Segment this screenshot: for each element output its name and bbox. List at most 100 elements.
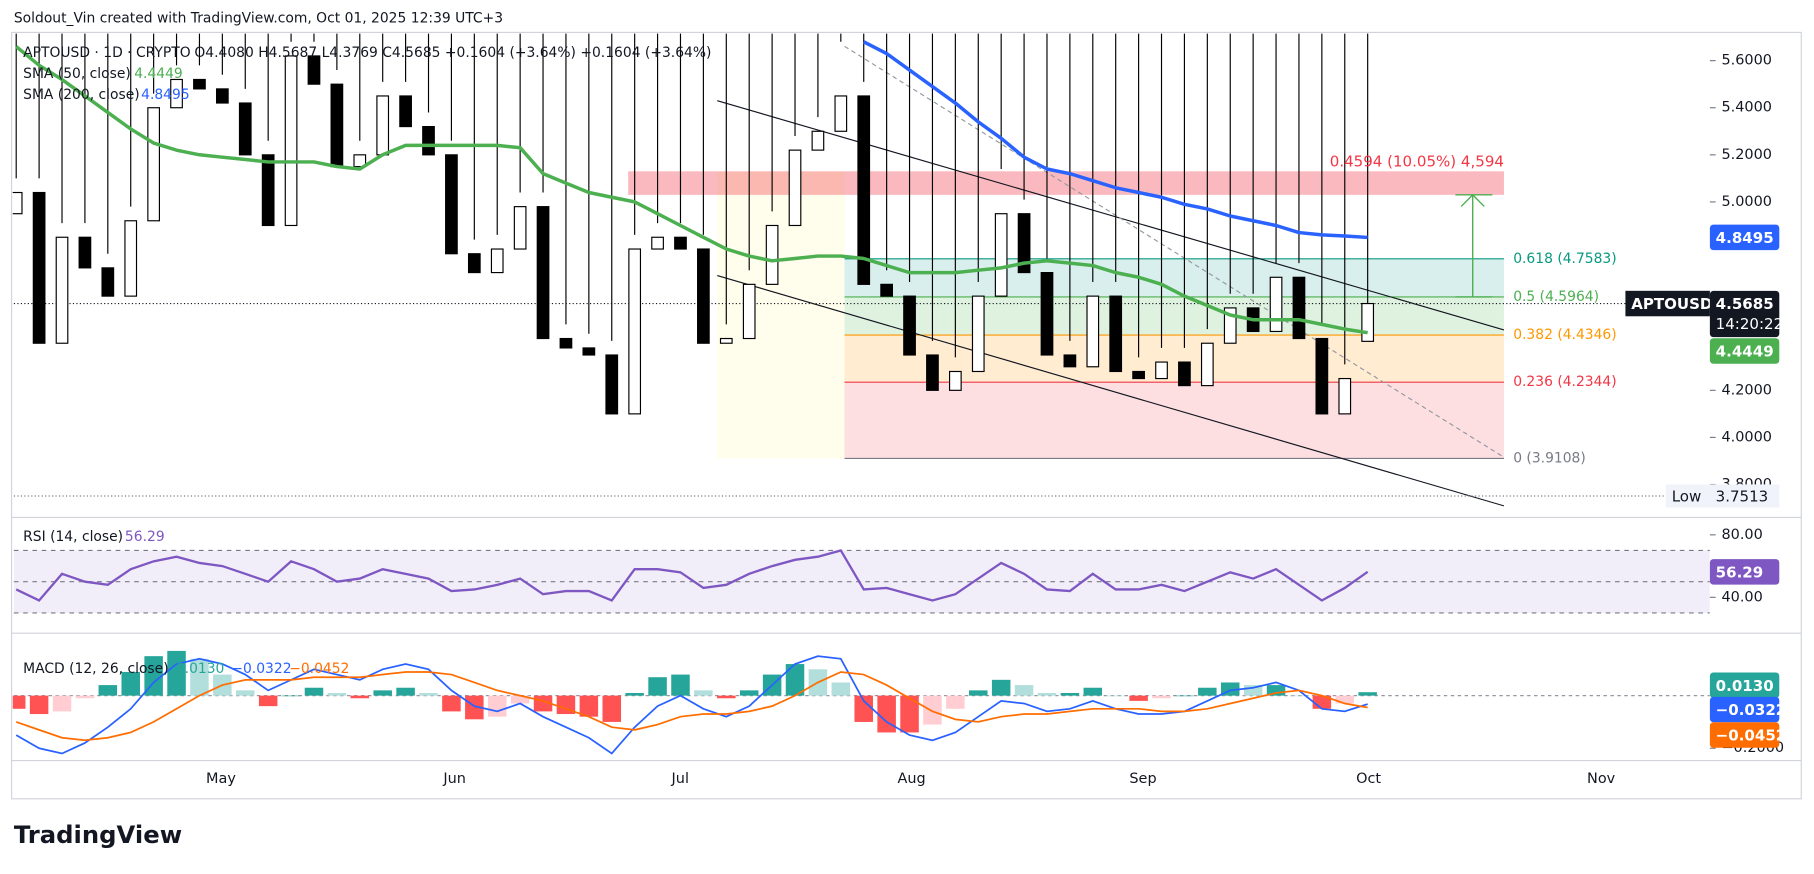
histogram-bar xyxy=(831,682,851,696)
target-label: 0.4594 (10.05%) 4,594 xyxy=(1330,153,1504,171)
symbol-legend: APTOUSD · 1D · CRYPTO xyxy=(23,45,191,61)
legend-value: 4.8495 xyxy=(141,87,190,103)
candle-body xyxy=(1017,213,1031,274)
last-badge: 4.5685 xyxy=(1716,295,1774,313)
candle-body xyxy=(719,337,733,344)
low-label: Low xyxy=(1672,488,1702,506)
candle-body xyxy=(1223,307,1237,344)
candle-body xyxy=(674,236,687,250)
fib-zone-upper xyxy=(717,171,845,459)
candle-body xyxy=(605,354,619,415)
histogram-bar xyxy=(556,695,576,715)
histogram-bar xyxy=(98,685,118,696)
macd-line xyxy=(15,655,1368,755)
macd-line xyxy=(15,671,1368,742)
histogram-bar xyxy=(602,695,622,722)
candle-body xyxy=(513,206,527,250)
histogram-bar xyxy=(236,690,255,696)
histogram-bar xyxy=(419,692,438,696)
y-tick-label: 5.0000 xyxy=(1721,194,1772,210)
legend-value: 4.4449 xyxy=(134,66,183,82)
candle-body xyxy=(948,370,962,391)
histogram-bar xyxy=(304,687,324,696)
candle-body xyxy=(1315,337,1329,415)
ohlc-legend: O4.4080 H4.5687 L4.3769 C4.5685 +0.1604 … xyxy=(194,45,711,61)
histogram-bar xyxy=(121,671,140,696)
y-tick-label: 5.6000 xyxy=(1721,53,1772,69)
candle-body xyxy=(78,236,92,269)
legend-name: SMA (50, close) xyxy=(23,66,131,82)
low-badge-bg xyxy=(1665,484,1780,508)
candle-body xyxy=(536,206,550,340)
sma50-badge-bg xyxy=(1709,338,1780,364)
candle-body xyxy=(170,78,183,109)
y-tick-label: 40.00 xyxy=(1721,589,1762,605)
candle-body xyxy=(1338,377,1352,415)
fib-label: 0.382 (4.4346) xyxy=(1513,327,1616,343)
histogram-bar xyxy=(1243,685,1263,696)
candle-body xyxy=(697,248,710,344)
macd-badge-bg xyxy=(1709,696,1780,723)
x-tick-label: Jun xyxy=(442,771,466,787)
attribution: Soldout_Vin created with TradingView.com… xyxy=(14,11,503,27)
rsi-title: RSI (14, close) xyxy=(23,529,123,545)
candle-body xyxy=(1086,295,1100,368)
histogram-bar xyxy=(487,695,507,717)
candle-body xyxy=(765,224,779,285)
histogram-bar xyxy=(281,695,301,697)
candle-body xyxy=(1040,272,1054,356)
histogram-bar xyxy=(1358,692,1377,696)
histogram-bar xyxy=(969,690,988,696)
candle-body xyxy=(147,107,160,222)
candle-body xyxy=(857,95,871,285)
countdown: 14:20:22 xyxy=(1716,315,1783,333)
y-tick-label: 80.00 xyxy=(1721,527,1762,543)
histogram-bar xyxy=(625,692,644,696)
legend-name: SMA (200, close) xyxy=(23,87,140,103)
histogram-bar xyxy=(510,695,530,704)
fib-zone xyxy=(844,296,1504,336)
histogram-bar xyxy=(1106,695,1125,697)
low-value: 3.7513 xyxy=(1716,488,1769,506)
candle-body xyxy=(399,95,412,128)
candle-body xyxy=(651,236,664,250)
histogram-bar xyxy=(1266,685,1286,696)
candle-body xyxy=(1109,295,1123,373)
histogram-bar xyxy=(877,695,896,733)
last-badge-bg xyxy=(1709,290,1780,338)
histogram-bar xyxy=(1289,695,1309,697)
candle-body xyxy=(1132,370,1145,380)
candle-body xyxy=(1178,361,1191,387)
candle-body xyxy=(490,248,504,274)
candle-body xyxy=(330,83,344,168)
histogram-bar xyxy=(1014,685,1034,696)
plot-layer xyxy=(12,33,1710,755)
macd-badge-bg xyxy=(1709,722,1780,748)
fib-label: 0 (3.9108) xyxy=(1513,450,1586,466)
histogram-bar xyxy=(946,695,965,709)
candle-body xyxy=(422,125,435,156)
sma50-badge: 4.4449 xyxy=(1716,343,1774,361)
brand: TradingView xyxy=(14,820,182,849)
x-tick-label: Jul xyxy=(671,771,689,787)
fib-zone xyxy=(844,382,1504,459)
histogram-bar xyxy=(1129,695,1148,701)
histogram-bar xyxy=(373,690,392,696)
x-tick-label: May xyxy=(206,771,236,787)
candle-body xyxy=(1292,276,1306,340)
candle-body xyxy=(101,267,115,297)
histogram-bar xyxy=(12,695,26,709)
candle-body xyxy=(582,347,596,356)
candle-body xyxy=(124,220,138,297)
candle-body xyxy=(12,191,23,215)
histogram-bar xyxy=(190,658,209,696)
x-tick-label: Nov xyxy=(1587,771,1616,787)
candle-body xyxy=(376,95,390,156)
frame xyxy=(10,31,1802,800)
histogram-bar xyxy=(923,695,942,725)
candle-body xyxy=(284,55,298,227)
candle-body xyxy=(215,88,229,104)
y-tick-label: 5.2000 xyxy=(1721,147,1772,163)
sma200-badge-bg xyxy=(1709,224,1780,251)
histogram-bar xyxy=(465,695,484,720)
